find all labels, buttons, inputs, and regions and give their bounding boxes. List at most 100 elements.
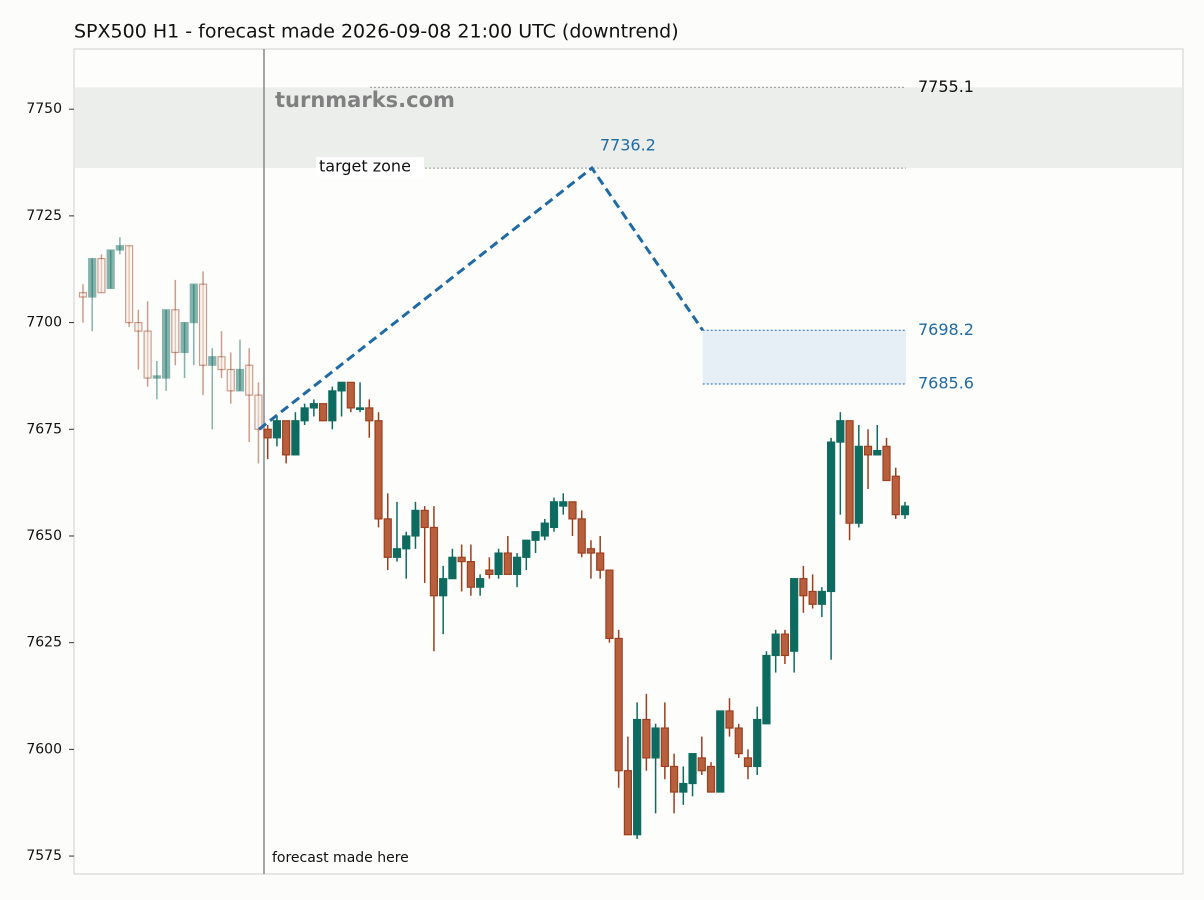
- candle-body: [485, 569, 494, 575]
- candle-body: [623, 770, 632, 836]
- candle-body: [106, 249, 115, 290]
- candle-body: [171, 309, 180, 354]
- candle-body: [762, 654, 771, 725]
- candle-body: [845, 420, 854, 524]
- candle-body: [725, 710, 734, 729]
- candle-body: [669, 765, 679, 793]
- candle-body: [512, 556, 522, 575]
- candle-body: [494, 552, 503, 575]
- candle-body: [272, 420, 282, 439]
- candle-body: [596, 552, 605, 571]
- candle-body: [226, 368, 235, 392]
- candle-body: [808, 590, 817, 605]
- candle-body: [697, 757, 706, 772]
- forecast-line: [258, 165, 704, 431]
- target-zone-label: target zone: [319, 157, 411, 176]
- candle-body: [319, 403, 328, 422]
- candle-body: [716, 710, 725, 793]
- candle-body: [282, 420, 291, 456]
- candle-body: [900, 505, 910, 516]
- candle-body: [476, 578, 485, 588]
- candle-body: [392, 548, 402, 558]
- candle-body: [882, 445, 891, 482]
- candle-body: [411, 509, 420, 537]
- watermark: turnmarks.com: [275, 88, 455, 112]
- candle-body: [577, 518, 586, 554]
- target-zone: [75, 87, 1182, 169]
- y-tick-label: 7625: [26, 635, 62, 651]
- candle-body: [420, 509, 429, 529]
- end-zone-low-label: 7685.6: [918, 374, 974, 393]
- y-tick-label: 7700: [26, 315, 62, 331]
- candle-body: [891, 475, 900, 516]
- candle-body: [549, 501, 559, 529]
- forecast-peak-label: 7736.2: [600, 136, 656, 155]
- candle-body: [161, 309, 171, 379]
- end-zone-high-label: 7698.2: [918, 320, 974, 339]
- forecast-made-label: forecast made here: [272, 850, 409, 866]
- candle-body: [346, 381, 355, 409]
- candle-body: [448, 556, 457, 580]
- candle-body: [642, 718, 651, 759]
- candle-body: [115, 245, 125, 251]
- candle-body: [799, 578, 808, 597]
- candle-body: [97, 257, 106, 294]
- candle-body: [374, 420, 383, 520]
- candle-body: [180, 321, 189, 354]
- candle-body: [328, 390, 337, 422]
- candle-body: [291, 420, 300, 456]
- candle-body: [660, 727, 669, 768]
- candle-body: [817, 590, 826, 605]
- candle-body: [189, 283, 198, 324]
- candle-body: [337, 381, 346, 392]
- target-high-label: 7755.1: [918, 77, 974, 96]
- y-tick-label: 7575: [26, 848, 62, 864]
- candle-body: [88, 257, 97, 298]
- candle-body: [503, 552, 512, 575]
- candle-body: [300, 407, 309, 422]
- candle-body: [586, 548, 596, 554]
- target-label-bg: [316, 157, 424, 178]
- candle-body: [309, 403, 318, 409]
- candle-body: [263, 428, 272, 439]
- candle-body: [540, 522, 549, 537]
- candle-body: [78, 292, 88, 298]
- candle-body: [235, 368, 245, 392]
- candle-body: [152, 375, 161, 379]
- candle-body: [826, 441, 836, 593]
- candle-body: [854, 445, 863, 524]
- candle-body: [873, 450, 882, 456]
- candle-body: [790, 578, 799, 652]
- candle-body: [651, 727, 660, 759]
- candle-body: [688, 753, 697, 785]
- end-zone: [702, 330, 906, 385]
- y-tick-label: 7725: [26, 208, 62, 224]
- candle-body: [531, 531, 540, 541]
- candle-body: [383, 518, 392, 558]
- candle-body: [743, 757, 753, 768]
- candle-body: [863, 445, 873, 456]
- candle-body: [771, 633, 780, 657]
- candle-body: [753, 718, 762, 768]
- candle-body: [439, 578, 448, 597]
- candle-body: [734, 727, 743, 755]
- candle-body: [457, 556, 466, 563]
- candle-body: [355, 407, 365, 411]
- candle-body: [605, 569, 614, 640]
- y-tick-label: 7675: [26, 421, 62, 437]
- candle-body: [780, 633, 790, 657]
- candle-body: [614, 637, 623, 772]
- candle-body: [633, 718, 642, 836]
- candle-body: [836, 420, 845, 443]
- y-tick-label: 7750: [26, 101, 62, 117]
- candle-body: [559, 501, 568, 507]
- candle-body: [134, 321, 143, 332]
- candle-body: [429, 526, 439, 597]
- candle-body: [198, 283, 208, 366]
- candle-body: [522, 539, 531, 558]
- candle-body: [402, 535, 411, 550]
- candle-body: [568, 501, 577, 520]
- candle-body: [208, 356, 217, 366]
